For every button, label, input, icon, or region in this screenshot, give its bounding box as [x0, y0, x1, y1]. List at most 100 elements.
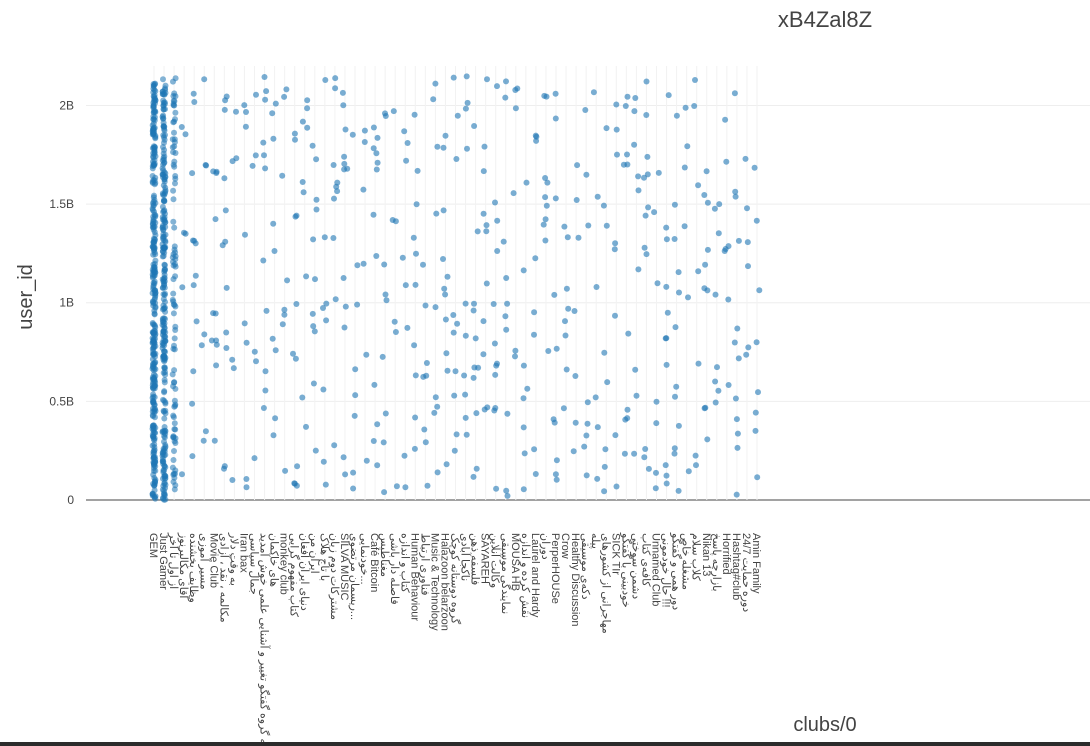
data-point	[344, 165, 351, 172]
data-point	[320, 458, 327, 465]
data-point	[590, 89, 597, 96]
data-point	[745, 263, 751, 270]
data-point	[463, 73, 470, 80]
data-point	[440, 207, 447, 214]
data-point	[663, 472, 670, 479]
data-point	[243, 484, 250, 491]
data-point	[162, 299, 168, 305]
data-point	[492, 199, 498, 206]
data-point	[340, 454, 347, 461]
data-point	[313, 156, 320, 163]
data-point	[692, 452, 699, 459]
data-point	[684, 143, 691, 150]
data-point	[631, 141, 638, 148]
data-point	[745, 344, 752, 351]
data-point	[340, 275, 347, 281]
data-point	[471, 300, 477, 307]
data-point	[742, 155, 749, 162]
x-tick-label: Unnamed Club	[650, 533, 662, 606]
data-point	[191, 237, 198, 244]
data-point	[161, 415, 168, 422]
data-point	[561, 223, 568, 230]
data-point	[161, 490, 167, 497]
data-point	[432, 394, 439, 401]
x-tick-label: GEM	[147, 533, 159, 558]
data-point	[393, 483, 400, 490]
data-point	[504, 410, 511, 417]
data-point	[389, 217, 396, 223]
data-point	[494, 83, 500, 90]
data-point	[251, 348, 258, 355]
data-point	[712, 399, 719, 406]
data-point	[642, 446, 649, 452]
data-point	[470, 473, 477, 480]
data-point	[503, 78, 509, 85]
data-point	[349, 131, 356, 138]
x-tick-label: Amin Family	[750, 533, 762, 594]
data-point	[262, 368, 269, 375]
data-point	[464, 145, 470, 152]
data-point	[732, 188, 739, 195]
data-point	[223, 284, 230, 291]
data-point	[553, 457, 560, 464]
data-point	[562, 318, 568, 325]
data-point	[162, 184, 169, 191]
data-point	[653, 469, 659, 476]
data-point	[603, 222, 610, 229]
data-point	[374, 421, 381, 428]
data-point	[642, 212, 649, 219]
data-point	[190, 368, 197, 375]
data-point	[170, 161, 177, 168]
data-point	[290, 350, 296, 357]
data-point	[601, 488, 608, 495]
data-point	[480, 168, 487, 175]
data-point	[241, 320, 248, 327]
data-point	[261, 74, 268, 80]
data-point	[182, 131, 189, 138]
data-point	[454, 320, 461, 327]
data-point	[161, 448, 168, 455]
data-point	[675, 487, 682, 494]
data-point	[380, 439, 387, 446]
data-point	[161, 408, 167, 415]
data-point	[424, 482, 431, 489]
data-point	[520, 486, 527, 493]
data-point	[594, 475, 601, 482]
data-point	[162, 400, 169, 407]
data-point	[572, 419, 579, 426]
data-point	[581, 443, 588, 450]
data-point	[332, 85, 339, 92]
data-point	[480, 210, 487, 217]
data-point	[421, 426, 428, 433]
data-point	[150, 120, 157, 127]
data-point	[480, 351, 487, 358]
data-point	[310, 380, 317, 387]
data-point	[462, 391, 469, 398]
data-point	[652, 485, 659, 492]
data-point	[171, 397, 178, 404]
x-tick-label: دوران	[539, 533, 551, 560]
data-point	[403, 157, 410, 164]
data-point	[643, 112, 650, 118]
data-point	[243, 109, 249, 115]
data-point	[562, 332, 569, 339]
x-tick-label: Hashtag#club	[730, 533, 742, 600]
data-point	[373, 166, 380, 173]
data-point	[242, 231, 248, 238]
data-point	[313, 206, 320, 213]
data-point	[322, 77, 329, 83]
data-point	[450, 329, 457, 336]
data-point	[171, 98, 178, 105]
data-point	[161, 364, 168, 371]
data-point	[170, 414, 177, 421]
data-point	[442, 132, 449, 139]
data-point	[281, 306, 288, 313]
data-point	[552, 90, 559, 97]
y-tick-label: 0.5B	[49, 394, 74, 408]
data-point	[473, 465, 480, 472]
data-point	[494, 248, 501, 254]
data-point	[171, 243, 178, 250]
data-point	[721, 248, 728, 254]
data-point	[413, 201, 420, 208]
data-point	[150, 393, 157, 400]
